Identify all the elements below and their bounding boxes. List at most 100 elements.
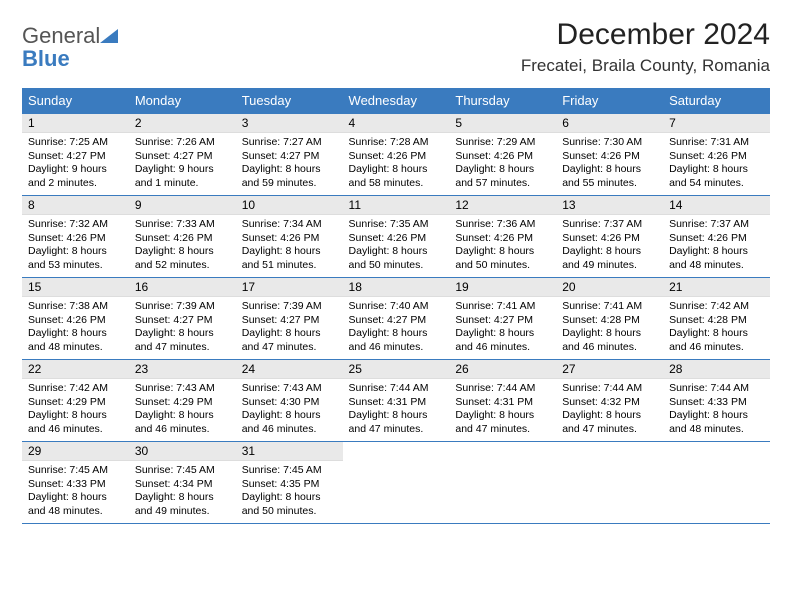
daylight-line-1: Daylight: 8 hours [562, 327, 657, 341]
daylight-line-2: and 46 minutes. [562, 341, 657, 355]
day-cell: 7Sunrise: 7:31 AMSunset: 4:26 PMDaylight… [663, 114, 770, 196]
week-row: 22Sunrise: 7:42 AMSunset: 4:29 PMDayligh… [22, 360, 770, 442]
day-details: Sunrise: 7:45 AMSunset: 4:34 PMDaylight:… [129, 461, 236, 523]
day-details: Sunrise: 7:25 AMSunset: 4:27 PMDaylight:… [22, 133, 129, 195]
daylight-line-1: Daylight: 8 hours [135, 327, 230, 341]
sunrise-text: Sunrise: 7:44 AM [669, 382, 764, 396]
daylight-line-2: and 48 minutes. [669, 259, 764, 273]
sunset-text: Sunset: 4:27 PM [135, 150, 230, 164]
sunset-text: Sunset: 4:26 PM [28, 232, 123, 246]
day-cell: 14Sunrise: 7:37 AMSunset: 4:26 PMDayligh… [663, 196, 770, 278]
day-cell: 23Sunrise: 7:43 AMSunset: 4:29 PMDayligh… [129, 360, 236, 442]
sunset-text: Sunset: 4:32 PM [562, 396, 657, 410]
daylight-line-2: and 47 minutes. [242, 341, 337, 355]
daylight-line-2: and 50 minutes. [242, 505, 337, 519]
daylight-line-2: and 46 minutes. [669, 341, 764, 355]
daylight-line-1: Daylight: 8 hours [455, 245, 550, 259]
day-cell: 31Sunrise: 7:45 AMSunset: 4:35 PMDayligh… [236, 442, 343, 524]
day-details: Sunrise: 7:33 AMSunset: 4:26 PMDaylight:… [129, 215, 236, 277]
day-details: Sunrise: 7:36 AMSunset: 4:26 PMDaylight:… [449, 215, 556, 277]
sunset-text: Sunset: 4:26 PM [455, 232, 550, 246]
day-cell: 22Sunrise: 7:42 AMSunset: 4:29 PMDayligh… [22, 360, 129, 442]
day-details: Sunrise: 7:44 AMSunset: 4:32 PMDaylight:… [556, 379, 663, 441]
daylight-line-1: Daylight: 8 hours [28, 245, 123, 259]
day-cell: 12Sunrise: 7:36 AMSunset: 4:26 PMDayligh… [449, 196, 556, 278]
day-number: 3 [236, 114, 343, 133]
sunset-text: Sunset: 4:27 PM [135, 314, 230, 328]
day-number: 6 [556, 114, 663, 133]
day-number: 29 [22, 442, 129, 461]
day-cell: 18Sunrise: 7:40 AMSunset: 4:27 PMDayligh… [343, 278, 450, 360]
sunset-text: Sunset: 4:34 PM [135, 478, 230, 492]
week-row: 8Sunrise: 7:32 AMSunset: 4:26 PMDaylight… [22, 196, 770, 278]
sunset-text: Sunset: 4:26 PM [669, 150, 764, 164]
sunset-text: Sunset: 4:33 PM [669, 396, 764, 410]
day-cell: 11Sunrise: 7:35 AMSunset: 4:26 PMDayligh… [343, 196, 450, 278]
day-cell: 8Sunrise: 7:32 AMSunset: 4:26 PMDaylight… [22, 196, 129, 278]
day-number: 4 [343, 114, 450, 133]
daylight-line-2: and 47 minutes. [455, 423, 550, 437]
daylight-line-2: and 47 minutes. [349, 423, 444, 437]
day-details: Sunrise: 7:35 AMSunset: 4:26 PMDaylight:… [343, 215, 450, 277]
logo-text: General Blue [22, 24, 118, 70]
sunset-text: Sunset: 4:26 PM [562, 150, 657, 164]
sunrise-text: Sunrise: 7:26 AM [135, 136, 230, 150]
day-header: Monday [129, 88, 236, 114]
sunrise-text: Sunrise: 7:43 AM [135, 382, 230, 396]
daylight-line-1: Daylight: 8 hours [455, 409, 550, 423]
daylight-line-2: and 1 minute. [135, 177, 230, 191]
daylight-line-1: Daylight: 8 hours [562, 409, 657, 423]
daylight-line-1: Daylight: 8 hours [28, 491, 123, 505]
day-details: Sunrise: 7:41 AMSunset: 4:27 PMDaylight:… [449, 297, 556, 359]
day-details: Sunrise: 7:45 AMSunset: 4:35 PMDaylight:… [236, 461, 343, 523]
day-details: Sunrise: 7:42 AMSunset: 4:28 PMDaylight:… [663, 297, 770, 359]
daylight-line-1: Daylight: 8 hours [669, 163, 764, 177]
day-header-row: Sunday Monday Tuesday Wednesday Thursday… [22, 88, 770, 114]
daylight-line-1: Daylight: 9 hours [135, 163, 230, 177]
daylight-line-2: and 59 minutes. [242, 177, 337, 191]
sunrise-text: Sunrise: 7:30 AM [562, 136, 657, 150]
day-number: 21 [663, 278, 770, 297]
day-cell: 6Sunrise: 7:30 AMSunset: 4:26 PMDaylight… [556, 114, 663, 196]
day-details: Sunrise: 7:30 AMSunset: 4:26 PMDaylight:… [556, 133, 663, 195]
daylight-line-1: Daylight: 8 hours [28, 327, 123, 341]
daylight-line-2: and 46 minutes. [135, 423, 230, 437]
location-text: Frecatei, Braila County, Romania [521, 56, 770, 76]
daylight-line-2: and 54 minutes. [669, 177, 764, 191]
day-number: 26 [449, 360, 556, 379]
daylight-line-1: Daylight: 9 hours [28, 163, 123, 177]
daylight-line-2: and 46 minutes. [455, 341, 550, 355]
sunrise-text: Sunrise: 7:34 AM [242, 218, 337, 232]
daylight-line-2: and 2 minutes. [28, 177, 123, 191]
day-cell: 17Sunrise: 7:39 AMSunset: 4:27 PMDayligh… [236, 278, 343, 360]
day-cell [449, 442, 556, 524]
day-number: 14 [663, 196, 770, 215]
day-details: Sunrise: 7:44 AMSunset: 4:31 PMDaylight:… [343, 379, 450, 441]
sunrise-text: Sunrise: 7:37 AM [562, 218, 657, 232]
week-row: 1Sunrise: 7:25 AMSunset: 4:27 PMDaylight… [22, 114, 770, 196]
day-number: 31 [236, 442, 343, 461]
day-details: Sunrise: 7:28 AMSunset: 4:26 PMDaylight:… [343, 133, 450, 195]
triangle-icon [100, 24, 118, 47]
daylight-line-1: Daylight: 8 hours [135, 491, 230, 505]
day-number: 18 [343, 278, 450, 297]
day-cell: 15Sunrise: 7:38 AMSunset: 4:26 PMDayligh… [22, 278, 129, 360]
day-number: 22 [22, 360, 129, 379]
day-number: 9 [129, 196, 236, 215]
day-details: Sunrise: 7:39 AMSunset: 4:27 PMDaylight:… [129, 297, 236, 359]
sunrise-text: Sunrise: 7:45 AM [135, 464, 230, 478]
day-cell [663, 442, 770, 524]
day-number: 23 [129, 360, 236, 379]
daylight-line-1: Daylight: 8 hours [242, 163, 337, 177]
day-number: 7 [663, 114, 770, 133]
sunrise-text: Sunrise: 7:41 AM [562, 300, 657, 314]
daylight-line-2: and 50 minutes. [455, 259, 550, 273]
day-cell: 16Sunrise: 7:39 AMSunset: 4:27 PMDayligh… [129, 278, 236, 360]
daylight-line-2: and 50 minutes. [349, 259, 444, 273]
logo: General Blue [22, 18, 118, 70]
daylight-line-1: Daylight: 8 hours [28, 409, 123, 423]
day-header: Sunday [22, 88, 129, 114]
sunrise-text: Sunrise: 7:44 AM [455, 382, 550, 396]
daylight-line-2: and 53 minutes. [28, 259, 123, 273]
sunset-text: Sunset: 4:27 PM [28, 150, 123, 164]
